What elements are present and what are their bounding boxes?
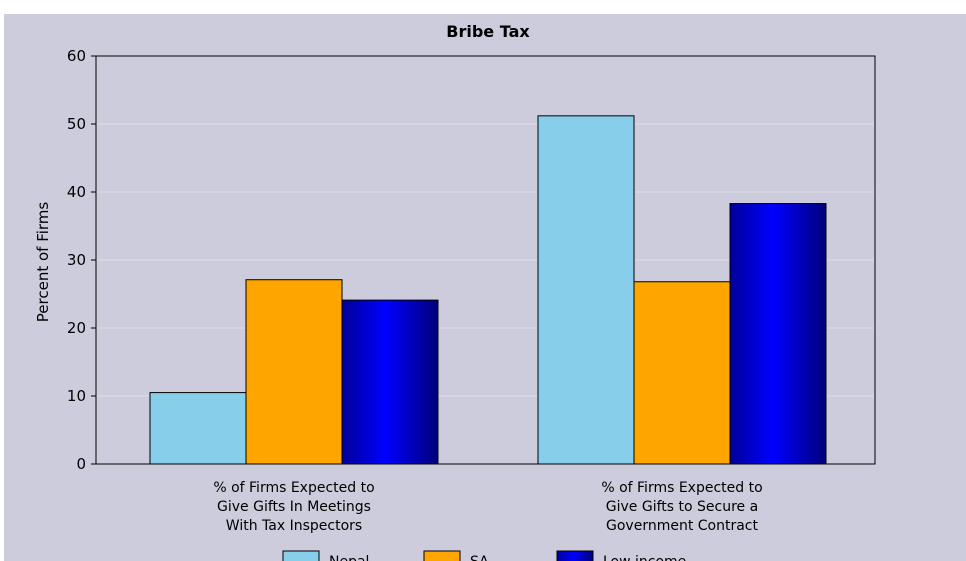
- x-category-label: % of Firms Expected to Give Gifts In Meet…: [213, 480, 374, 534]
- legend: Nepal SA Low income: [282, 550, 686, 561]
- legend-swatch-sa: [423, 550, 461, 561]
- plot-border: [95, 55, 876, 465]
- y-axis-title: Percent of Firms: [34, 202, 52, 323]
- y-tick-label: 0: [76, 455, 86, 473]
- y-tick-label: 10: [67, 387, 86, 405]
- legend-swatch-nepal: [282, 550, 320, 561]
- chart-title: Bribe Tax: [446, 22, 530, 41]
- y-tick-label: 50: [67, 115, 86, 133]
- y-tick-label: 20: [67, 319, 86, 337]
- bar-low-income-1: [341, 299, 439, 465]
- bar-sa-2: [633, 281, 731, 465]
- bar-nepal-2: [537, 115, 635, 465]
- legend-swatch-low-income: [556, 550, 594, 561]
- bar-nepal-1: [149, 392, 247, 465]
- bar-low-income-2: [729, 203, 827, 465]
- y-tick-label: 60: [67, 47, 86, 65]
- plot-area: 0 10 20 30 40 50 60 % of Firms Expected to Give …: [67, 47, 876, 534]
- y-tick-label: 30: [67, 251, 86, 269]
- legend-label: SA: [470, 554, 489, 561]
- legend-label: Low income: [603, 554, 686, 561]
- y-tick-label: 40: [67, 183, 86, 201]
- legend-label: Nepal: [329, 554, 369, 561]
- bar-sa-1: [245, 279, 343, 465]
- x-category-label: % of Firms Expected to Give Gifts to Secu…: [601, 480, 762, 534]
